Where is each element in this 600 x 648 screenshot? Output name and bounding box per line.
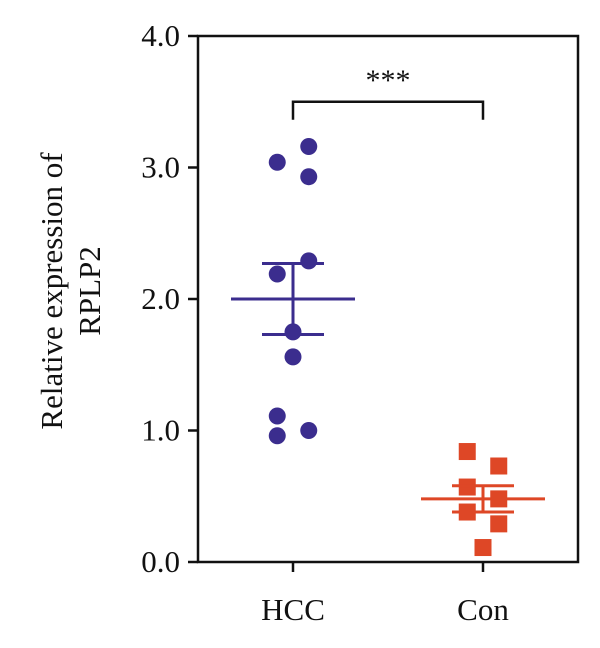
y-axis-title-line: RPLP2 [72,246,107,336]
y-tick-label: 1.0 [141,413,180,448]
x-tick-label: HCC [261,592,325,627]
y-axis-title-line: Relative expression of [34,152,69,430]
significance-bracket-line [291,100,485,120]
y-axis: 0.0 1.0 2.0 3.0 4.0 [141,18,198,579]
data-points [268,137,508,557]
y-tick-label: 0.0 [141,544,180,579]
data-point-hcc [268,153,286,171]
data-point-con [458,443,476,461]
mean-sem-bars [231,261,545,514]
y-tick-label: 3.0 [141,150,180,185]
data-point-hcc [268,427,286,445]
y-tick-label: 4.0 [141,18,180,53]
significance-bracket: *** [291,64,485,120]
y-axis-title: Relative expression ofRPLP2 [34,152,107,430]
data-point-hcc [284,348,302,366]
data-point-hcc [300,168,318,186]
y-tick-label: 2.0 [141,281,180,316]
data-point-hcc [300,252,318,270]
data-point-hcc [268,265,286,283]
data-point-hcc [300,422,318,439]
x-tick-label: Con [457,592,509,627]
data-point-con [474,539,492,557]
data-point-hcc [268,407,286,425]
x-axis: HCC Con [261,562,509,627]
data-point-con [490,457,508,475]
significance-label: *** [366,64,411,97]
data-point-hcc [300,137,318,155]
data-point-con [490,515,508,533]
